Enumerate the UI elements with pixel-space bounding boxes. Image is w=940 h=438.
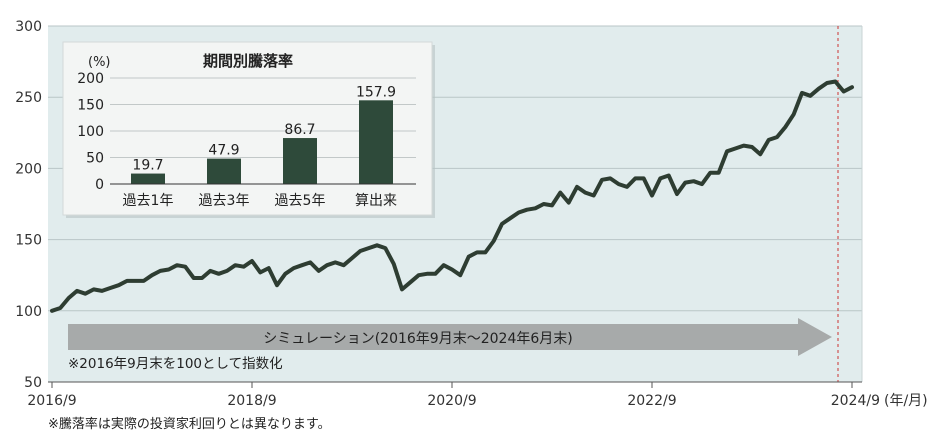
x-tick-label: 2020/9 [427,393,476,409]
inset-category-label: 算出来 [355,193,397,209]
y-tick-label: 100 [15,304,42,320]
x-tick-label: 2016/9 [27,393,76,409]
x-tick-marks [51,382,853,388]
inset-y-tick-label: 50 [86,151,104,167]
inset-bar [131,173,165,184]
x-tick-label: 2018/9 [227,393,276,409]
y-tick-label: 150 [15,233,42,249]
inset-value-labels: 19.7 47.9 86.7 157.9 [132,84,396,173]
inset-value-label: 19.7 [132,158,163,174]
inset-bar [207,158,241,184]
inset-bar [283,138,317,184]
y-tick-label: 300 [15,19,42,35]
inset-category-label: 過去5年 [275,193,326,209]
inset-bars [131,100,393,184]
inset-value-label: 86.7 [284,122,315,138]
inset-y-unit: (%) [88,55,111,70]
inset-y-tick-label: 100 [77,124,104,140]
index-note: ※2016年9月末を100として指数化 [68,356,283,372]
x-tick-label: 2022/9 [627,393,676,409]
inset-y-tick-label: 150 [77,98,104,114]
simulation-arrow: シミュレーション(2016年9月末〜2024年6月末) [68,318,832,356]
simulation-arrow-shape [68,318,832,356]
inset-title: 期間別騰落率 [203,52,293,70]
inset-y-tick-label: 200 [77,71,104,87]
inset-category-labels: 過去1年 過去3年 過去5年 算出来 [123,193,397,209]
x-tick-label: 2024/9 [831,393,880,409]
y-tick-labels: 300 250 200 150 100 50 [15,19,42,391]
inset-value-label: 47.9 [208,143,239,159]
x-tick-labels: 2016/9 2018/9 2020/9 2022/9 2024/9 [27,393,880,409]
y-tick-label: 200 [15,161,42,177]
inset-y-tick-label: 0 [95,177,104,193]
inset-bar [359,100,393,184]
y-tick-label: 250 [15,90,42,106]
inset-value-label: 157.9 [356,84,396,100]
inset-category-label: 過去3年 [199,193,250,209]
inset-panel: 期間別騰落率 (%) 200 150 100 50 0 19.7 47.9 86.7 157.… [62,41,435,218]
series-line [50,79,854,313]
y-tick-label: 50 [24,375,42,391]
inset-y-tick-labels: 200 150 100 50 0 [77,71,104,193]
footnote: ※騰落率は実際の投資家利回りとは異なります。 [48,416,331,432]
inset-category-label: 過去1年 [123,193,174,209]
x-unit-label: (年/月) [884,393,928,409]
simulation-arrow-label: シミュレーション(2016年9月末〜2024年6月末) [263,331,572,347]
